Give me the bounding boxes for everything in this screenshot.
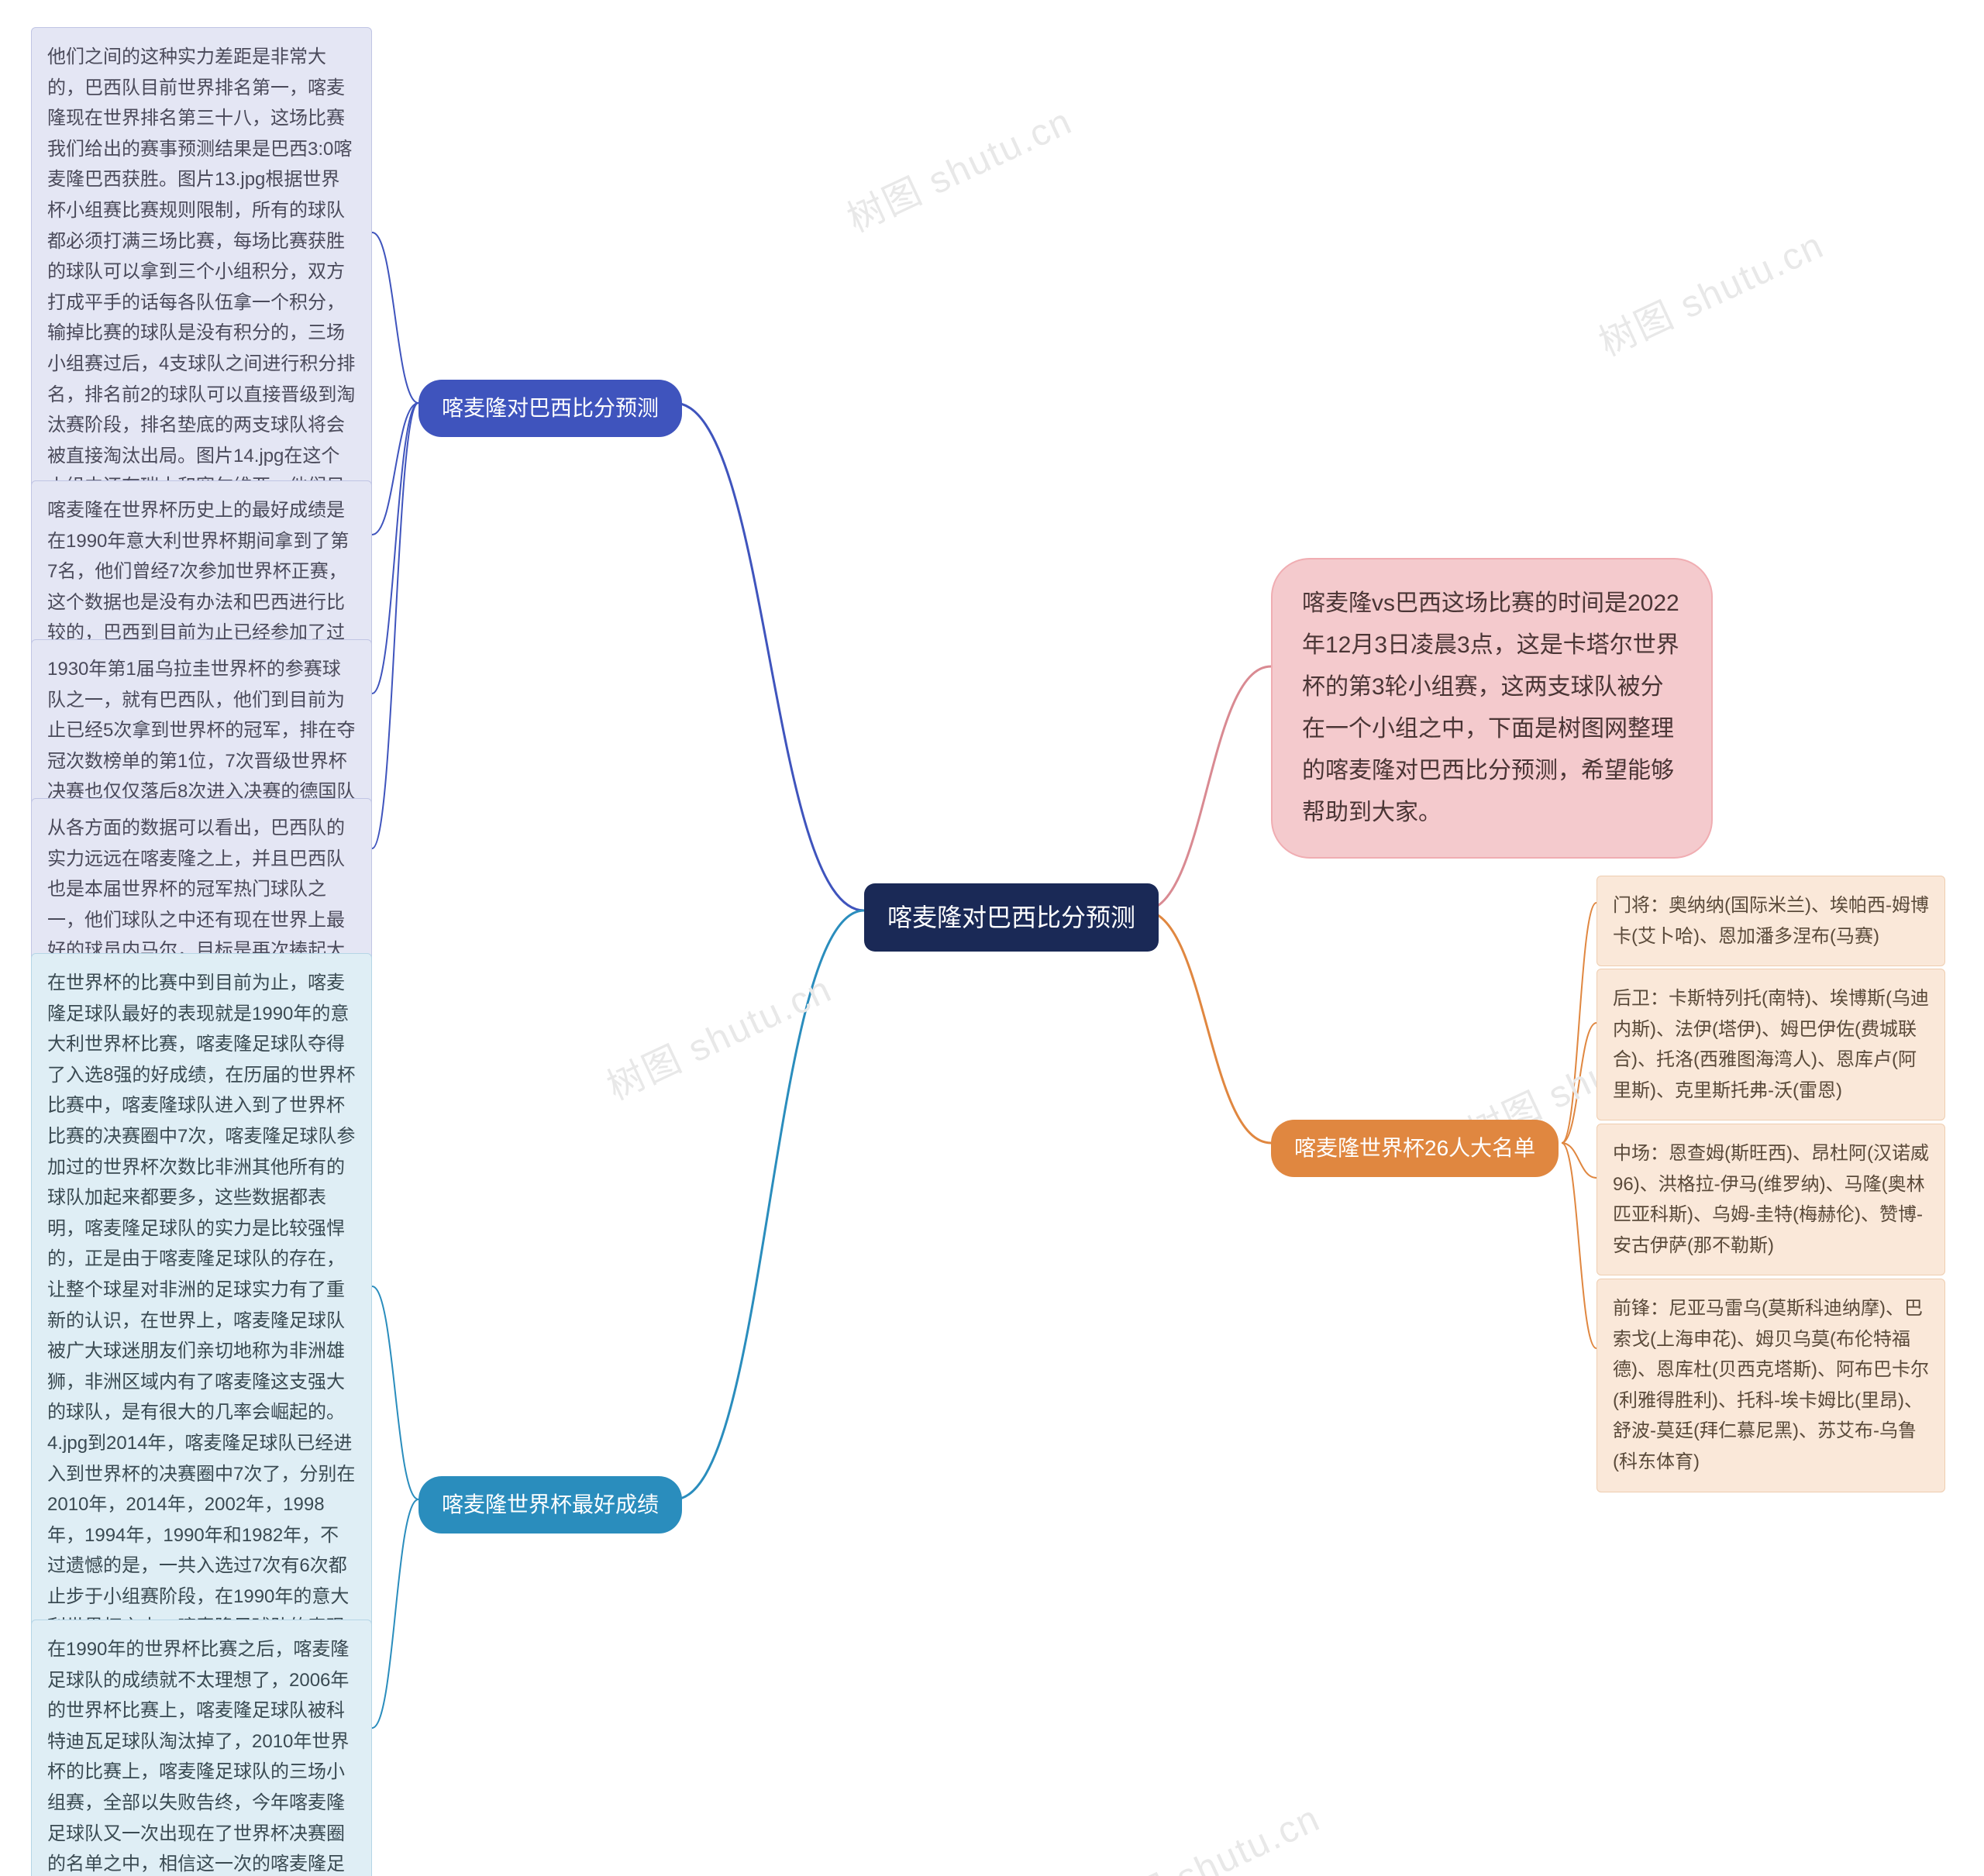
watermark: 树图 shutu.cn [597,959,839,1110]
leaf-node: 中场：恩查姆(斯旺西)、昂杜阿(汉诺威96)、洪格拉-伊马(维罗纳)、马隆(奥林… [1596,1124,1945,1275]
branch-squad-list: 喀麦隆世界杯26人大名单 [1271,1120,1559,1177]
intro-node: 喀麦隆vs巴西这场比赛的时间是2022年12月3日凌晨3点，这是卡塔尔世界杯的第… [1271,558,1713,859]
leaf-node: 在1990年的世界杯比赛之后，喀麦隆足球队的成绩就不太理想了，2006年的世界杯… [31,1620,372,1876]
leaf-node: 后卫：卡斯特列托(南特)、埃博斯(乌迪内斯)、法伊(塔伊)、姆巴伊佐(费城联合)… [1596,969,1945,1120]
leaf-node: 门将：奥纳纳(国际米兰)、埃帕西-姆博卡(艾卜哈)、恩加潘多涅布(马赛) [1596,876,1945,966]
leaf-node: 前锋：尼亚马雷乌(莫斯科迪纳摩)、巴索戈(上海申花)、姆贝乌莫(布伦特福德)、恩… [1596,1279,1945,1492]
branch-best-result: 喀麦隆世界杯最好成绩 [418,1476,682,1534]
watermark: 树图 shutu.cn [1589,215,1831,367]
watermark: 树图 shutu.cn [1085,1788,1328,1876]
center-node: 喀麦隆对巴西比分预测 [864,883,1159,952]
watermark: 树图 shutu.cn [837,91,1080,243]
branch-score-prediction: 喀麦隆对巴西比分预测 [418,380,682,437]
